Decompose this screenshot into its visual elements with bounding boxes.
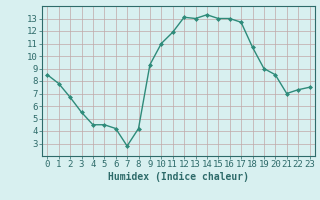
X-axis label: Humidex (Indice chaleur): Humidex (Indice chaleur) [108,172,249,182]
